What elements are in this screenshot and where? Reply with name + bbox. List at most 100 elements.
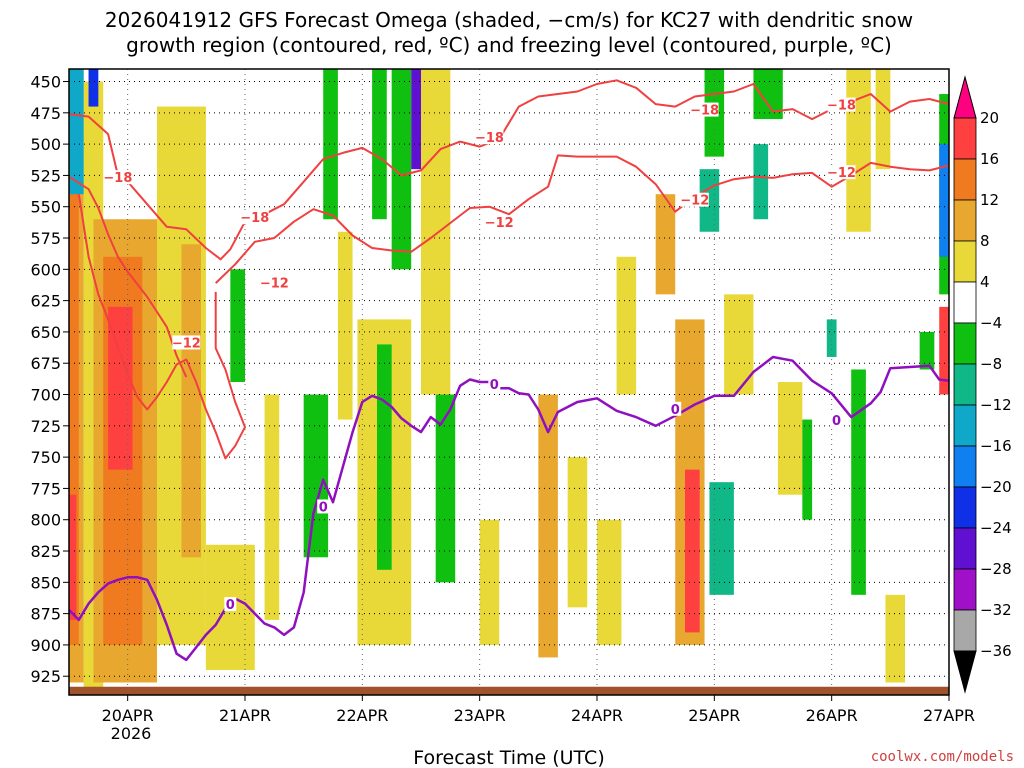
colorbar-swatch	[953, 117, 977, 160]
colorbar-tick-label: 20	[980, 109, 999, 127]
contour-label: 0	[671, 403, 680, 418]
contour-label: 0	[226, 598, 235, 613]
contour-label: 0	[490, 378, 499, 393]
colorbar-swatch	[953, 404, 977, 447]
y-tick-label: 525	[30, 166, 61, 185]
contour-label-bg	[830, 413, 843, 428]
omega-shade-cell	[846, 69, 871, 232]
colorbar-swatch	[953, 281, 977, 324]
omega-shading-layer	[69, 69, 949, 695]
contour-labels: −18 −18 −18 −18 −18 −12 −12 −12 −12 −12 0 0 0 0 0	[103, 97, 856, 613]
omega-shade-cell	[421, 69, 451, 395]
x-axis-title: Forecast Time (UTC)	[413, 747, 604, 768]
omega-shade-cell	[323, 69, 338, 220]
omega-shade-cell	[538, 394, 558, 658]
colorbar-tick-label: −24	[980, 519, 1012, 537]
y-tick-label: 750	[30, 448, 61, 467]
omega-shade-cell	[69, 494, 77, 620]
colorbar-legend: 20 16 12 8 4 −4 −8 −12 −16 −20 −24 −28 −32 −36	[953, 75, 1012, 694]
colorbar-tick-label: 8	[980, 232, 990, 250]
y-tick-label: 475	[30, 104, 61, 123]
contour-label: −12	[172, 336, 201, 351]
x-tick-label: 21APR	[219, 706, 271, 725]
contour-label-bg	[172, 335, 201, 350]
contour-label: −18	[690, 104, 719, 119]
omega-shade-cell	[616, 256, 637, 395]
y-tick-label: 600	[30, 260, 61, 279]
colorbar-swatch	[953, 199, 977, 242]
contour-label: −18	[103, 171, 132, 186]
y-tick-label: 850	[30, 573, 61, 592]
colorbar-bottom-arrow	[953, 650, 977, 694]
chart-title-line-1: 2026041912 GFS Forecast Omega (shaded, −…	[105, 8, 913, 32]
omega-shade-cell	[885, 594, 905, 683]
colorbar-tick-label: 12	[980, 191, 999, 209]
contour-label-bg	[103, 170, 132, 185]
y-tick-label: 625	[30, 292, 61, 311]
contour-label: −18	[240, 211, 269, 226]
colorbar-tick-label: 4	[980, 273, 990, 291]
y-tick-label: 875	[30, 605, 61, 624]
omega-shade-cell	[435, 394, 456, 583]
contour-label-bg	[260, 275, 289, 290]
y-tick-label: 675	[30, 354, 61, 373]
colorbar-swatch	[953, 322, 977, 365]
contour-label: 0	[832, 414, 841, 429]
omega-shade-cell	[567, 457, 588, 608]
omega-shade-cell	[685, 469, 700, 633]
colorbar-swatch	[953, 158, 977, 201]
y-tick-label: 825	[30, 542, 61, 561]
contour-label-bg	[680, 192, 709, 207]
ground-surface	[69, 686, 949, 695]
omega-shade-cell	[753, 144, 769, 220]
contour-label-bg	[690, 102, 719, 117]
y-tick-label: 900	[30, 636, 61, 655]
chart-title-line-2: growth region (contoured, red, ºC) and f…	[126, 33, 892, 57]
omega-shade-cell	[777, 382, 803, 495]
colorbar-tick-label: −4	[980, 314, 1002, 332]
x-tick-label: 26APR	[806, 706, 858, 725]
contour-dgz-minus-12-upper	[215, 154, 950, 284]
contour-label-bg	[488, 376, 501, 391]
colorbar-tick-label: −16	[980, 437, 1012, 455]
omega-shade-cell	[919, 331, 935, 370]
omega-shade-cell	[69, 69, 84, 195]
colorbar-tick-label: −12	[980, 396, 1012, 414]
x-tick-label: 25APR	[688, 706, 740, 725]
omega-shade-cell	[724, 294, 754, 395]
y-tick-label: 925	[30, 667, 61, 686]
y-tick-label: 500	[30, 135, 61, 154]
colorbar-top-arrow	[953, 75, 977, 119]
y-axis-pressure: 450 475 500 525 550 575 600 625 650 675 700 725 750 7…	[30, 73, 69, 686]
omega-shade-cell	[851, 369, 866, 595]
contour-label-bg	[224, 597, 237, 612]
plot-frame	[68, 68, 950, 696]
contour-label-bg	[485, 215, 514, 230]
contour-dgz-minus-12-lower	[77, 194, 246, 460]
contour-label-bg	[827, 165, 856, 180]
contour-label-bg	[475, 130, 504, 145]
omega-shade-cell	[939, 144, 949, 257]
colorbar-swatch	[953, 527, 977, 570]
omega-shade-cell	[802, 419, 813, 520]
colorbar-tick-label: 16	[980, 150, 999, 168]
y-tick-label: 725	[30, 417, 61, 436]
contour-label: −18	[475, 131, 504, 146]
omega-shade-cell	[875, 69, 891, 170]
contour-label-bg	[317, 499, 330, 514]
omega-shade-cell	[391, 69, 412, 270]
x-tick-label: 22APR	[336, 706, 388, 725]
contour-label: 0	[319, 500, 328, 515]
x-axis-time: 20APR 21APR 22APR 23APR 24APR 25APR 26APR 27APR	[102, 695, 975, 725]
y-tick-label: 650	[30, 323, 61, 342]
colorbar-tick-label: −36	[980, 642, 1012, 660]
x-tick-label: 23APR	[454, 706, 506, 725]
contour-freezing-level	[68, 355, 950, 662]
omega-shade-cell	[826, 319, 837, 357]
omega-shade-cell	[230, 269, 245, 382]
colorbar-tick-label: −8	[980, 355, 1002, 373]
omega-shade-cell	[181, 244, 201, 558]
omega-shade-cell	[303, 394, 329, 558]
omega-shade-cell	[88, 69, 99, 107]
